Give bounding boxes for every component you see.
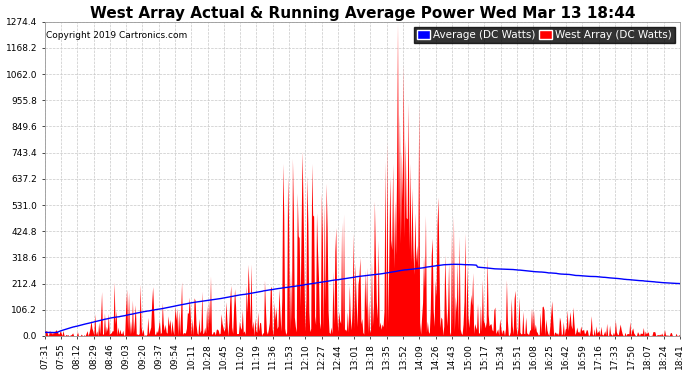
- Legend: Average (DC Watts), West Array (DC Watts): Average (DC Watts), West Array (DC Watts…: [414, 27, 675, 43]
- Text: Copyright 2019 Cartronics.com: Copyright 2019 Cartronics.com: [46, 31, 187, 40]
- Title: West Array Actual & Running Average Power Wed Mar 13 18:44: West Array Actual & Running Average Powe…: [90, 6, 635, 21]
